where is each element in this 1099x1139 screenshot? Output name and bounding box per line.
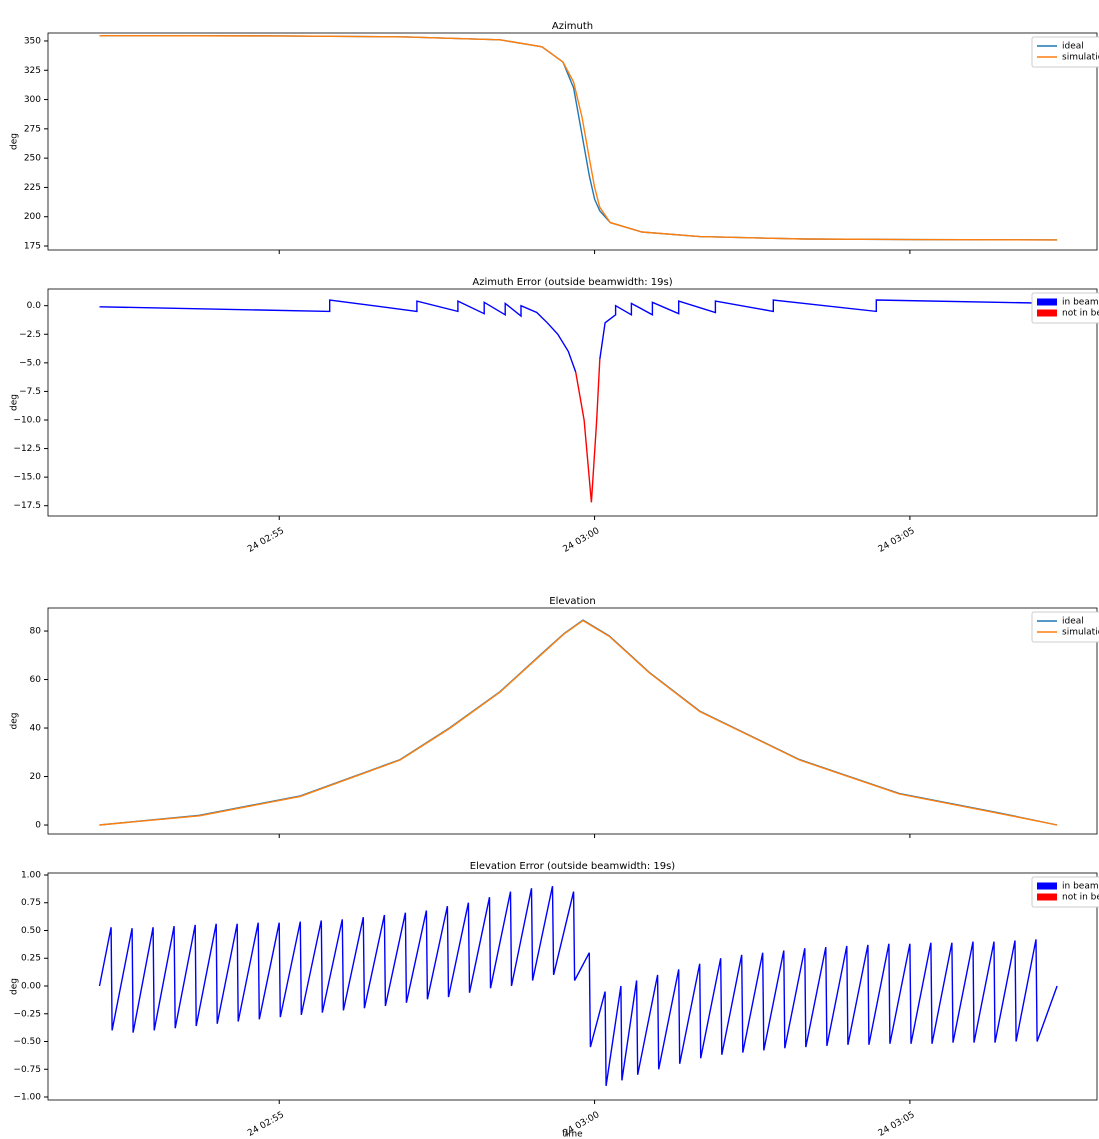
legend-box xyxy=(1031,36,1099,68)
y-axis-label: deg xyxy=(10,978,20,995)
x-tick-label: 24 03:00 xyxy=(561,526,601,555)
x-tick-label: 24 03:05 xyxy=(877,1110,917,1139)
y-tick-label: −2.5 xyxy=(19,330,41,340)
legend-label: not in beamwidth xyxy=(1062,309,1099,319)
y-tick-label: 300 xyxy=(24,95,41,105)
legend-label: ideal xyxy=(1062,617,1084,627)
y-tick-label: −0.25 xyxy=(13,1009,41,1019)
plot-frame xyxy=(47,872,1098,1101)
y-tick-label: 80 xyxy=(30,627,42,637)
y-tick-label: −0.50 xyxy=(13,1037,41,1047)
y-tick-label: 0.25 xyxy=(21,954,41,964)
y-tick-label: −7.5 xyxy=(19,387,41,397)
x-tick-label: 24 02:55 xyxy=(246,526,286,555)
legend-label: simulation xyxy=(1062,628,1099,638)
y-tick-label: 275 xyxy=(24,124,41,134)
series-line xyxy=(98,885,1058,1087)
y-tick-label: 0.75 xyxy=(21,898,41,908)
y-tick-label: −5.0 xyxy=(19,358,41,368)
legend-label: not in beamwidth xyxy=(1062,893,1099,903)
legend-swatch xyxy=(1037,893,1057,901)
chart-title: Azimuth Error (outside beamwidth: 19s) xyxy=(472,277,672,288)
series-line xyxy=(99,35,1058,241)
series-line xyxy=(99,619,1058,826)
y-axis-label: deg xyxy=(10,133,20,150)
legend-swatch xyxy=(1037,309,1057,317)
y-tick-label: 325 xyxy=(24,66,41,76)
y-tick-label: −0.75 xyxy=(13,1065,41,1075)
legend-label: in beamwidth xyxy=(1062,298,1099,308)
x-axis-label: time xyxy=(562,1130,583,1139)
series-line xyxy=(599,299,1058,360)
y-tick-label: 200 xyxy=(24,212,41,222)
plot-frame xyxy=(47,607,1098,835)
y-tick-label: 175 xyxy=(24,242,41,252)
y-tick-label: 60 xyxy=(30,675,42,685)
y-tick-label: −1.00 xyxy=(13,1093,41,1103)
y-tick-label: 225 xyxy=(24,183,41,193)
y-tick-label: −15.0 xyxy=(13,473,41,483)
x-tick-label: 24 02:55 xyxy=(246,1110,286,1139)
legend-swatch xyxy=(1037,298,1057,306)
legend-box xyxy=(1031,611,1099,643)
series-line xyxy=(99,299,577,373)
y-tick-label: 0 xyxy=(35,821,41,831)
chart-title: Azimuth xyxy=(552,21,593,32)
legend-label: in beamwidth xyxy=(1062,882,1099,892)
series-line xyxy=(99,619,1058,826)
y-tick-label: 40 xyxy=(30,724,42,734)
legend-label: simulation xyxy=(1062,53,1099,63)
y-tick-label: 0.50 xyxy=(21,926,41,936)
y-tick-label: −17.5 xyxy=(13,501,41,511)
y-tick-label: 1.00 xyxy=(21,870,41,880)
y-tick-label: 250 xyxy=(24,154,41,164)
legend-label: ideal xyxy=(1062,42,1084,52)
series-line xyxy=(575,359,601,503)
y-tick-label: 350 xyxy=(24,36,41,46)
chart-title: Elevation xyxy=(549,596,595,607)
y-axis-label: deg xyxy=(10,394,20,411)
legend-swatch xyxy=(1037,882,1057,890)
plot-frame xyxy=(47,32,1098,251)
y-tick-label: −10.0 xyxy=(13,415,41,425)
y-tick-label: 0.00 xyxy=(21,982,41,992)
x-tick-label: 24 03:05 xyxy=(877,526,917,555)
y-tick-label: 20 xyxy=(30,772,42,782)
chart-title: Elevation Error (outside beamwidth: 19s) xyxy=(470,861,676,872)
y-tick-label: 0.0 xyxy=(27,301,42,311)
series-line xyxy=(99,35,1058,241)
y-tick-label: −12.5 xyxy=(13,444,41,454)
plot-frame xyxy=(47,288,1098,517)
y-axis-label: deg xyxy=(10,713,20,730)
